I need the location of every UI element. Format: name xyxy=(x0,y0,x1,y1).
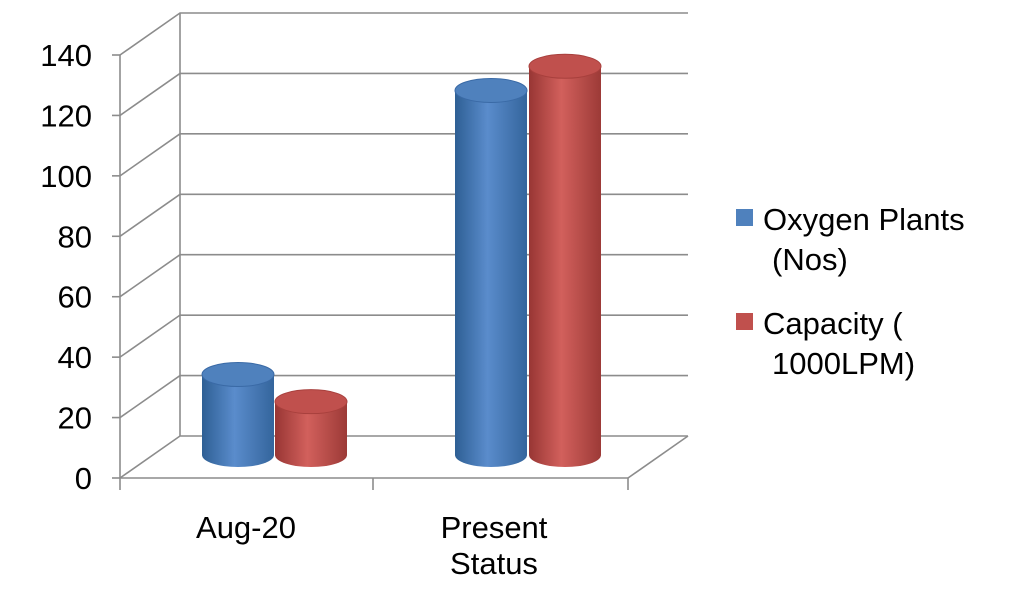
y-axis-ticks: 0 20 40 60 80 100 120 140 xyxy=(40,38,92,496)
bar-top xyxy=(201,361,275,387)
legend: Oxygen Plants (Nos) Capacity (1000LPM) xyxy=(736,202,965,381)
legend-swatch xyxy=(736,313,753,330)
y-tick-label: 120 xyxy=(40,98,92,133)
bar-body xyxy=(275,401,347,467)
y-tick-label: 100 xyxy=(40,159,92,194)
y-tick-label: 20 xyxy=(58,401,92,436)
legend-swatch xyxy=(736,209,753,226)
gridline xyxy=(119,253,688,298)
x-category-label: Aug-20 xyxy=(196,510,296,545)
y-tick-label: 60 xyxy=(58,280,92,315)
y-tick-label: 140 xyxy=(40,38,92,73)
x-axis-categories: Aug-20 Present Status xyxy=(196,510,548,581)
bar-body xyxy=(455,90,527,467)
legend-label: Oxygen Plants (Nos) xyxy=(763,202,965,277)
bar-top xyxy=(454,77,528,103)
y-tick-label: 80 xyxy=(58,219,92,254)
chart-walls xyxy=(112,12,689,490)
y-tick-label: 0 xyxy=(75,461,92,496)
bars xyxy=(201,53,602,468)
y-tick-label: 40 xyxy=(58,340,92,375)
bar xyxy=(201,361,275,467)
bar-top xyxy=(528,53,602,79)
legend-label: Capacity (1000LPM) xyxy=(763,306,915,381)
gridline xyxy=(119,193,688,237)
gridline xyxy=(119,133,688,177)
gridline xyxy=(119,314,688,358)
bar xyxy=(274,389,348,467)
bar xyxy=(528,53,602,468)
x-category-label: Present Status xyxy=(441,510,548,581)
bar-top xyxy=(274,389,348,415)
floor-edge xyxy=(627,435,689,479)
gridline xyxy=(119,12,688,56)
bar-body xyxy=(202,374,274,467)
gridline xyxy=(119,72,688,117)
bar xyxy=(454,77,528,467)
bar-body xyxy=(529,66,601,468)
